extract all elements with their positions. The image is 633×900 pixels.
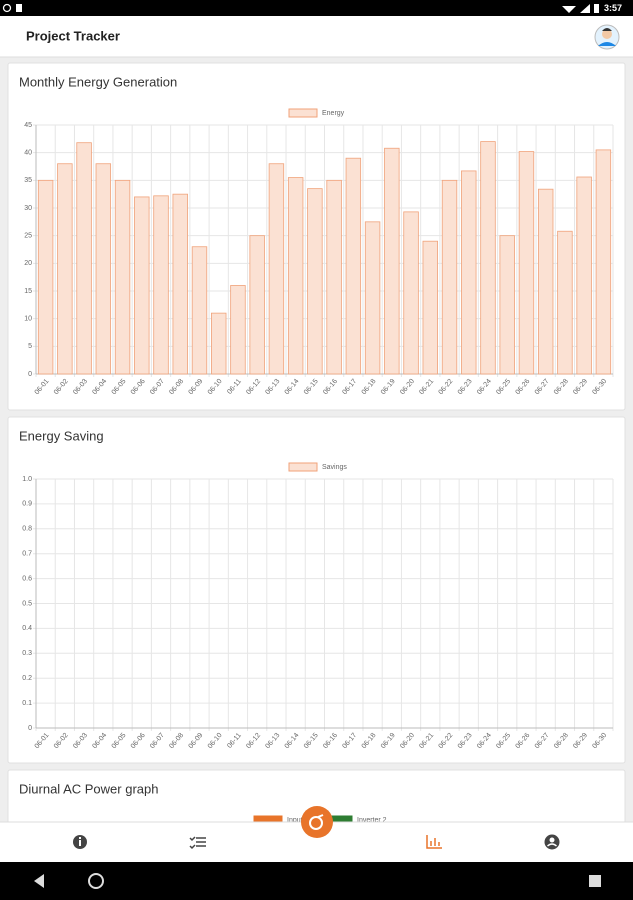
bar (191, 246, 208, 375)
home-button[interactable] (88, 873, 104, 889)
legend-swatch (288, 108, 318, 118)
content: Monthly Energy Generation Energy 0 5 10 15 20 2… (7, 62, 626, 891)
legend-label: Energy (322, 110, 345, 117)
bar (461, 170, 477, 375)
status-icon (2, 3, 12, 13)
bar (403, 211, 419, 375)
bar (95, 163, 112, 375)
bar (172, 193, 188, 375)
bar (518, 151, 535, 375)
y-tick-label: 40 (24, 150, 32, 157)
bar (345, 157, 362, 375)
y-tick-label: 0.2 (22, 675, 32, 682)
y-tick-label: 0 (28, 371, 32, 378)
info-tab[interactable] (73, 835, 87, 849)
y-tick-label: 15 (24, 288, 32, 295)
chart-title: Energy Saving (19, 428, 104, 443)
bar (576, 176, 592, 375)
status-time: 3:57 (604, 3, 622, 13)
legend-label: Savings (322, 464, 347, 471)
status-icon (16, 4, 22, 12)
recents-button[interactable] (589, 875, 601, 887)
signal-icon (580, 4, 590, 13)
bar (153, 195, 169, 375)
y-tick-label: 0.8 (22, 526, 32, 533)
bar (364, 221, 381, 375)
bar (537, 188, 554, 375)
chart-title: Monthly Energy Generation (19, 74, 177, 89)
status-bar (0, 0, 633, 16)
legend-label: Inverter 2 (357, 817, 387, 824)
y-tick-label: 35 (24, 177, 32, 184)
bar (499, 235, 515, 375)
legend-swatch (288, 462, 318, 472)
y-tick-label: 1.0 (22, 476, 32, 483)
fab[interactable] (301, 806, 333, 838)
bar (37, 179, 54, 375)
bar (307, 188, 323, 375)
tasks-tab[interactable] (189, 836, 206, 850)
y-tick-label: 45 (24, 122, 32, 129)
bar (326, 179, 342, 375)
bar (557, 230, 573, 375)
y-tick-label: 0.9 (22, 501, 32, 508)
bar (134, 196, 150, 375)
bar (595, 149, 612, 375)
battery-icon (594, 4, 599, 13)
bar (230, 285, 246, 375)
y-tick-label: 0.4 (22, 625, 32, 632)
system-nav (0, 862, 633, 900)
app-title: Project Tracker (26, 28, 120, 43)
account-tab[interactable] (544, 834, 560, 850)
y-tick-label: 0 (28, 725, 32, 732)
y-tick-label: 30 (24, 205, 32, 212)
bar (57, 163, 73, 375)
bar (76, 142, 92, 375)
legend-label: Input (287, 817, 303, 824)
y-tick-label: 0.5 (22, 600, 32, 607)
wifi-icon (562, 6, 576, 13)
back-button[interactable] (34, 874, 44, 888)
y-tick-label: 10 (24, 316, 32, 323)
app-bar (0, 16, 633, 57)
bar (441, 179, 458, 375)
y-tick-label: 20 (24, 260, 32, 267)
y-tick-label: 25 (24, 233, 32, 240)
chart-title: Diurnal AC Power graph (19, 781, 158, 796)
charts-tab[interactable] (426, 835, 442, 849)
y-tick-label: 0.1 (22, 700, 32, 707)
y-tick-label: 0.3 (22, 650, 32, 657)
bar (287, 177, 304, 375)
bar (249, 235, 265, 375)
avatar[interactable] (594, 24, 620, 50)
bar (211, 312, 227, 375)
y-tick-label: 0.6 (22, 575, 32, 582)
y-tick-label: 5 (28, 343, 32, 350)
bar (384, 147, 400, 375)
bar (422, 240, 438, 375)
bar (114, 179, 131, 375)
bar (268, 163, 285, 375)
bar (480, 141, 496, 375)
y-tick-label: 0.7 (22, 551, 32, 558)
